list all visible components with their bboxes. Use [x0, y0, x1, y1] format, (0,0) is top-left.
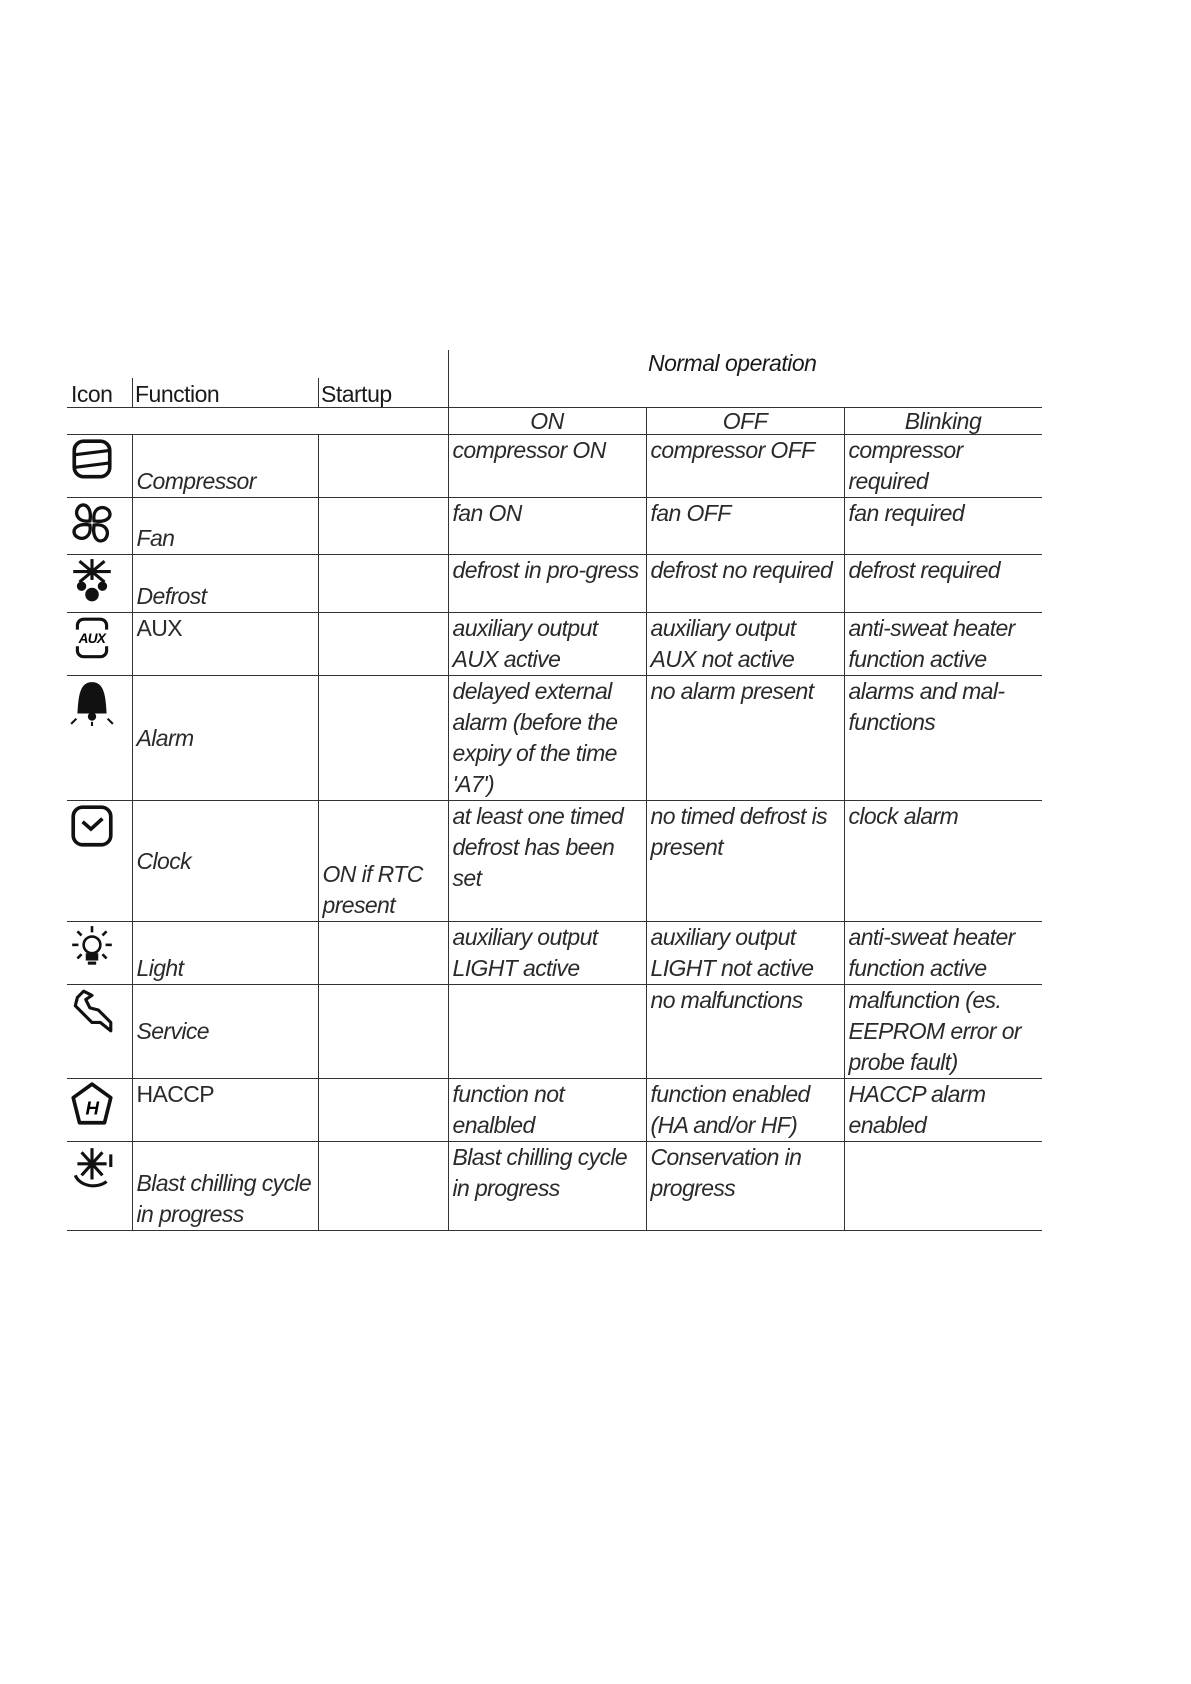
- header-icon: Icon: [71, 381, 113, 407]
- on-cell: compressor ON: [452, 437, 607, 463]
- off-cell: no timed defrost is present: [650, 803, 828, 860]
- divider: [646, 407, 647, 434]
- function-label: Defrost: [136, 583, 208, 609]
- header-off: OFF: [722, 408, 768, 434]
- clock-icon: [69, 803, 132, 851]
- table-row: H HACCP function not enalbled function ena…: [67, 1078, 1042, 1142]
- table-row: Service no malfunctions malfunction (es. E…: [67, 984, 1042, 1079]
- header-startup: Startup: [321, 381, 392, 407]
- off-cell: function enabled (HA and/or HF): [650, 1081, 811, 1138]
- function-label: Compressor: [136, 468, 257, 494]
- on-cell: delayed external alarm (before the expir…: [452, 678, 619, 797]
- table-row: AUX AUX auxiliary output AUX active auxilia…: [67, 612, 1042, 676]
- on-cell: fan ON: [452, 500, 523, 526]
- blinking-cell: anti-sweat heater function active: [848, 924, 1016, 981]
- blast-chilling-icon: [69, 1144, 132, 1192]
- on-cell: auxiliary output AUX active: [452, 615, 599, 672]
- function-label: Fan: [136, 525, 175, 551]
- table-row: Compressor compressor ON compressor OFF com…: [67, 434, 1042, 498]
- blinking-cell: malfunction (es. EEPROM error or probe f…: [848, 987, 1022, 1075]
- haccp-icon: H: [69, 1081, 132, 1129]
- on-cell: auxiliary output LIGHT active: [452, 924, 599, 981]
- function-label: Clock: [136, 847, 192, 874]
- header-function: Function: [135, 381, 220, 407]
- blinking-cell: alarms and mal-functions: [848, 678, 1005, 735]
- divider: [844, 407, 845, 434]
- blinking-cell: fan required: [848, 500, 965, 526]
- function-label: Light: [136, 955, 184, 981]
- blinking-cell: anti-sweat heater function active: [848, 615, 1016, 672]
- off-cell: no malfunctions: [650, 987, 804, 1013]
- off-cell: auxiliary output AUX not active: [650, 615, 797, 672]
- on-cell: function not enalbled: [452, 1081, 565, 1138]
- off-cell: no alarm present: [650, 678, 815, 704]
- off-cell: compressor OFF: [650, 437, 816, 463]
- table-row: Alarm delayed external alarm (before the …: [67, 675, 1042, 801]
- blinking-cell: defrost required: [848, 557, 1001, 583]
- table-row: Light auxiliary output LIGHT active auxili…: [67, 921, 1042, 985]
- fan-icon: [69, 500, 132, 548]
- startup-cell: ON if RTC present: [322, 861, 424, 918]
- table-row: Fan fan ON fan OFF fan required: [67, 497, 1042, 555]
- function-label: AUX: [136, 615, 183, 641]
- off-cell: defrost no required: [650, 557, 833, 583]
- compressor-icon: [69, 437, 132, 485]
- function-label: Alarm: [136, 724, 195, 751]
- function-label: Service: [136, 1018, 210, 1044]
- function-label: Blast chilling cycle in progress: [136, 1170, 312, 1227]
- header-on: ON: [530, 408, 564, 434]
- off-cell: Conservation in progress: [650, 1144, 802, 1201]
- off-cell: auxiliary output LIGHT not active: [650, 924, 815, 981]
- divider: [318, 378, 319, 407]
- table-row: Blast chilling cycle in progress Blast ch…: [67, 1141, 1042, 1231]
- on-cell: defrost in pro-gress: [452, 557, 640, 583]
- function-label: HACCP: [136, 1081, 215, 1107]
- aux-icon: AUX: [69, 615, 132, 663]
- icon-function-table: Compressor compressor ON compressor OFF com…: [67, 434, 1042, 1231]
- blinking-cell: HACCP alarm enabled: [848, 1081, 987, 1138]
- on-cell: Blast chilling cycle in progress: [452, 1144, 628, 1201]
- blinking-cell: compressor required: [848, 437, 964, 494]
- divider: [67, 407, 1042, 408]
- table-row: Defrost defrost in pro-gress defrost no re…: [67, 554, 1042, 613]
- header-blinking: Blinking: [904, 408, 982, 434]
- svg-text:AUX: AUX: [78, 631, 107, 646]
- on-cell: at least one timed defrost has been set: [452, 803, 624, 891]
- blinking-cell: clock alarm: [848, 803, 959, 829]
- header-normal-operation: Normal operation: [648, 350, 817, 376]
- table-row: Clock ON if RTC present at least one timed…: [67, 800, 1042, 922]
- wrench-icon: [69, 987, 132, 1035]
- divider: [448, 350, 449, 434]
- svg-text:H: H: [86, 1097, 100, 1118]
- alarm-bell-icon: [69, 678, 132, 726]
- divider: [132, 378, 133, 407]
- light-bulb-icon: [69, 924, 132, 972]
- off-cell: fan OFF: [650, 500, 732, 526]
- defrost-icon: [69, 557, 132, 605]
